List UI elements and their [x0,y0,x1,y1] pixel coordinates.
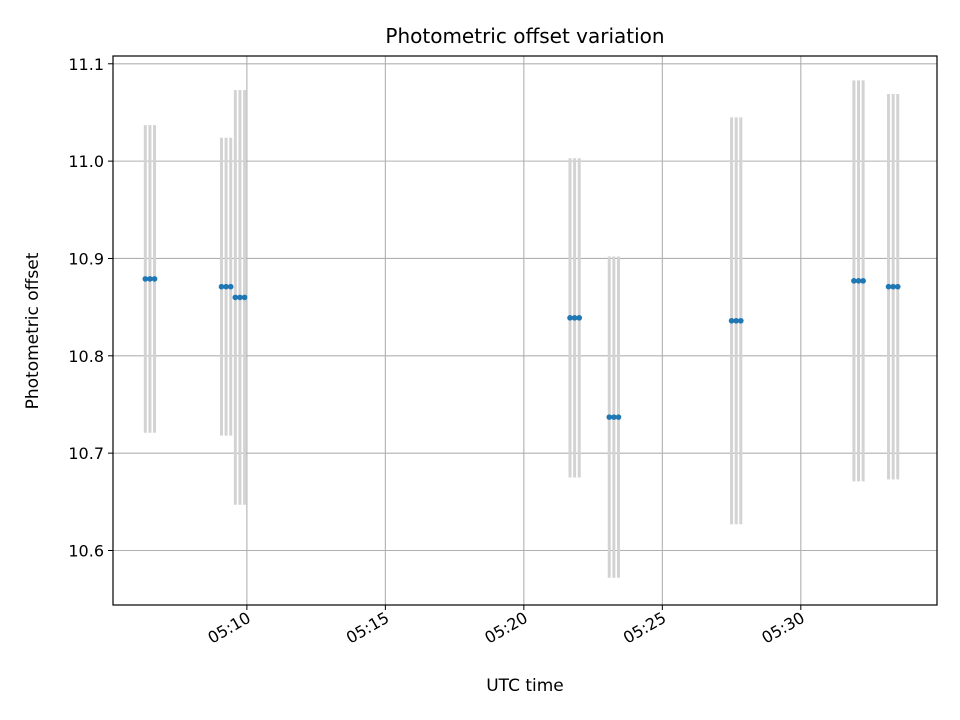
data-point [147,276,153,282]
data-point [576,315,583,321]
data-point [218,283,225,290]
data-point [606,414,613,420]
data-point [223,283,229,290]
data-point [151,276,158,282]
y-tick-label: 10.6 [68,541,104,560]
data-point [890,283,896,290]
x-axis-title: UTC time [486,676,564,696]
data-point [241,294,248,301]
plot-area [112,55,938,606]
data-point [611,414,617,420]
data-point [851,278,857,284]
data-point [733,317,739,324]
plot-frame [112,55,938,606]
y-axis: 10.6 10.7 10.8 10.9 11.0 11.1 [68,55,113,560]
data-point [227,283,234,290]
data-point [860,278,866,284]
data-point [567,315,573,321]
chart-title: Photometric offset variation [385,24,664,48]
data-point [894,283,901,290]
y-tick-label: 11.1 [68,55,104,74]
data-point [728,317,735,324]
y-axis-title: Photometric offset [23,252,43,409]
point-layer [142,276,901,420]
data-point [615,414,622,420]
data-point [142,276,149,282]
data-point [855,278,862,284]
data-point [738,317,744,324]
data-point [571,315,578,321]
y-tick-label: 10.9 [68,249,104,268]
y-tick-label: 10.8 [68,347,104,366]
y-tick-label: 11.0 [68,152,104,171]
data-point [885,283,892,290]
y-tick-label: 10.7 [68,444,104,463]
data-point [237,294,243,301]
data-point [232,294,239,301]
grid-layer [113,56,937,605]
